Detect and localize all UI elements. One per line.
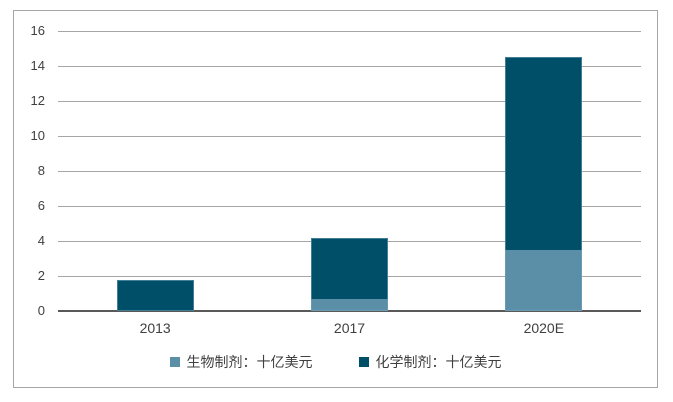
- y-tick-label: 12: [30, 93, 45, 108]
- gridline-y-14: [58, 66, 641, 67]
- plot-area: [58, 31, 641, 312]
- gridline-y-6: [58, 206, 641, 207]
- y-tick-label: 4: [37, 233, 45, 248]
- stacked-bar-2013: [116, 279, 194, 311]
- y-tick-label: 6: [37, 198, 45, 213]
- x-tick-label-2020E: 2020E: [523, 320, 565, 336]
- legend-label: 生物制剂：十亿美元: [186, 354, 313, 370]
- bar-segment-chem-2020E: [505, 57, 583, 250]
- x-tick-label-2017: 2017: [333, 320, 366, 336]
- x-axis-line: [58, 310, 641, 312]
- gridline-y-10: [58, 136, 641, 137]
- bar-segment-chem-2017: [311, 237, 388, 299]
- stacked-bar-2020E: [505, 57, 583, 311]
- bar-segment-bio-2017: [311, 298, 388, 311]
- chart-frame: 16 14 12 10 8 6 4 2 0 2013 2017 2020E 生物制剂：十亿美元 化学制…: [13, 10, 658, 388]
- legend-marker-icon: [169, 357, 180, 367]
- y-tick-label: 8: [37, 163, 45, 178]
- y-tick-label: 14: [30, 58, 45, 73]
- bar-segment-chem-2013: [116, 279, 194, 311]
- legend-item-bio: 生物制剂：十亿美元: [169, 352, 313, 372]
- legend-item-chem: 化学制剂：十亿美元: [358, 352, 502, 372]
- gridline-y-16: [58, 31, 641, 32]
- legend-marker-icon: [358, 357, 369, 367]
- y-tick-label: 0: [37, 303, 45, 318]
- legend: 生物制剂：十亿美元 化学制剂：十亿美元: [14, 352, 657, 372]
- legend-label: 化学制剂：十亿美元: [375, 354, 502, 370]
- y-tick-label: 2: [37, 268, 45, 283]
- y-tick-label: 10: [30, 128, 45, 143]
- x-tick-label-2013: 2013: [139, 320, 171, 336]
- gridline-y-8: [58, 171, 641, 172]
- stacked-bar-2017: [311, 237, 388, 311]
- gridline-y-12: [58, 101, 641, 102]
- y-tick-label: 16: [30, 23, 45, 38]
- bar-segment-bio-2020E: [505, 249, 583, 311]
